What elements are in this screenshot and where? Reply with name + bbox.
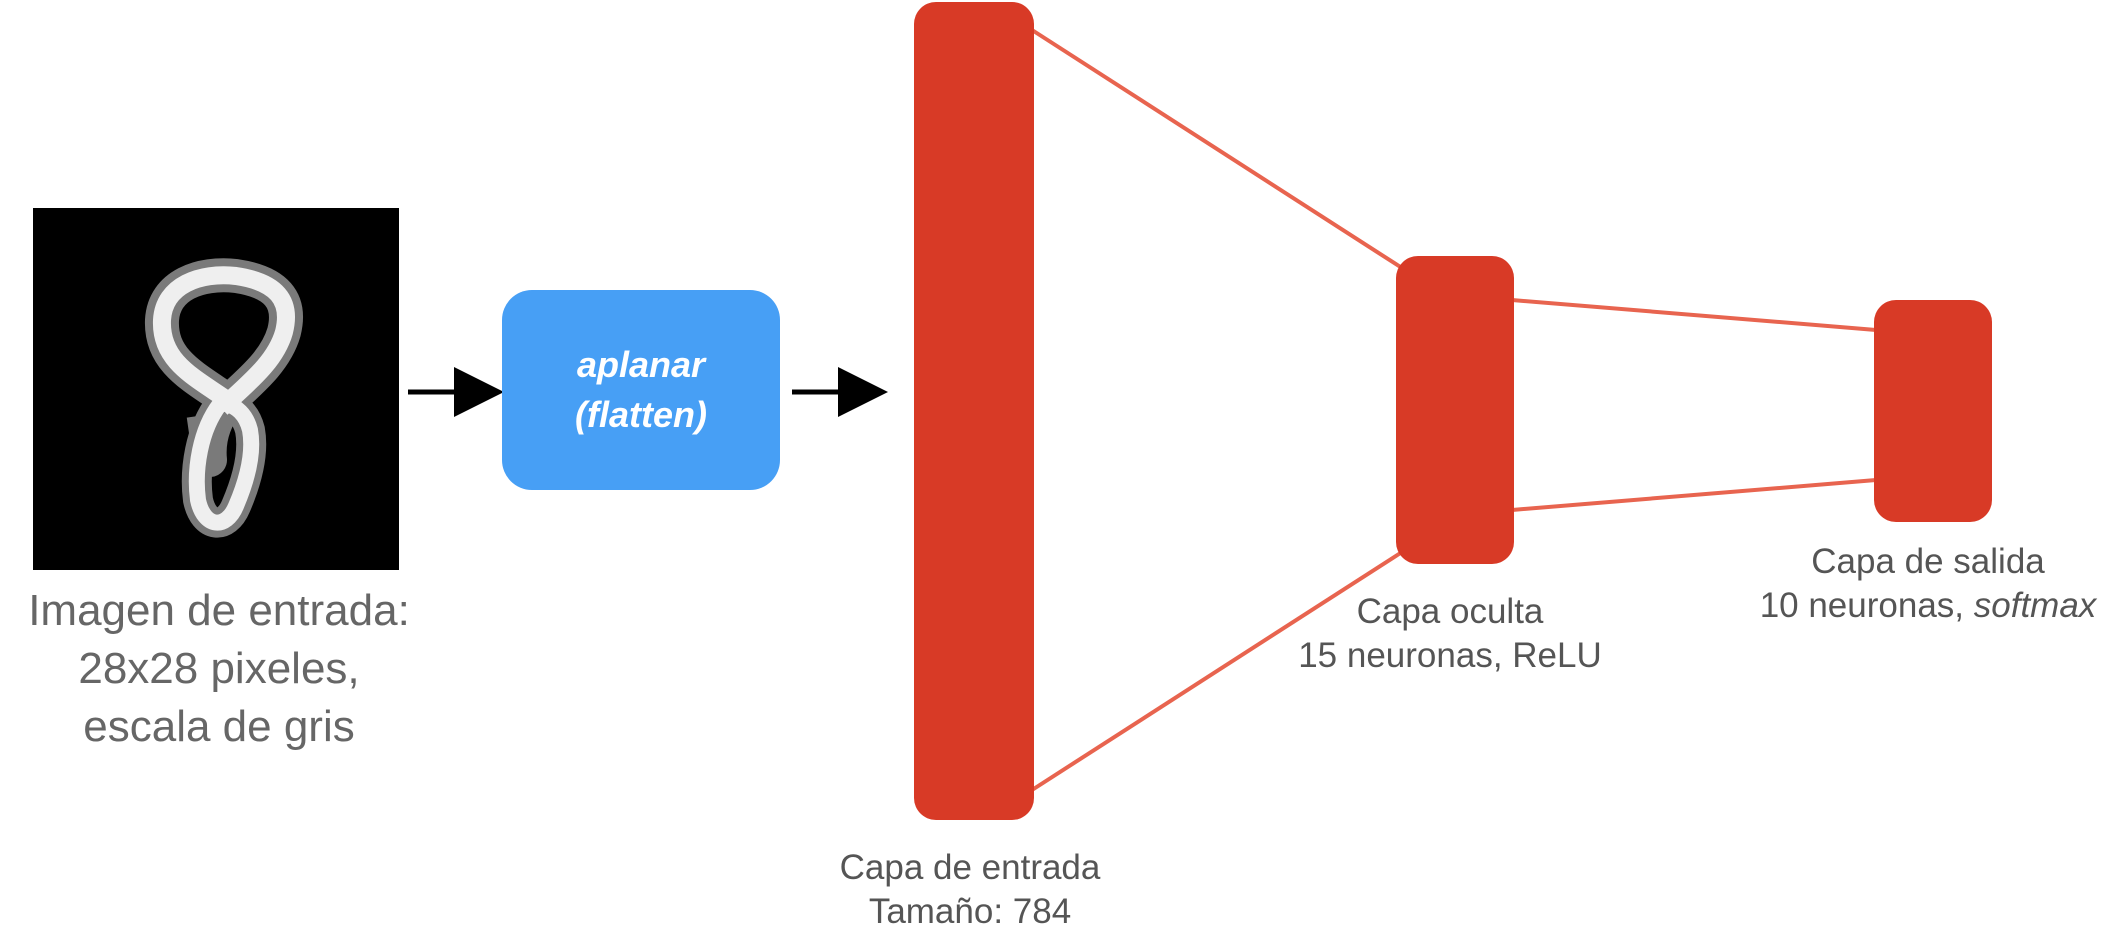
input-label-line-2: 28x28 pixeles, [78, 644, 360, 693]
hidden-layer-name: Capa oculta [1356, 592, 1544, 631]
output-layer-name: Capa de salida [1811, 542, 2045, 581]
output-layer-block [1874, 300, 1992, 522]
flatten-box: aplanar (flatten) [502, 290, 780, 490]
digit-8-strokes [145, 258, 303, 538]
output-layer-label: Capa de salida 10 neuronas, softmax [1740, 540, 2116, 628]
hidden-layer-label: Capa oculta 15 neuronas, ReLU [1270, 590, 1630, 678]
hidden-layer-detail: 15 neuronas, ReLU [1298, 636, 1602, 675]
layer-connectors [1030, 28, 1877, 792]
output-layer-activation: softmax [1973, 586, 2097, 625]
output-layer-detail: 10 neuronas, softmax [1740, 584, 2116, 628]
input-image-label: Imagen de entrada: 28x28 pixeles, escala… [0, 582, 438, 756]
connector-input-hidden-bottom [1030, 550, 1404, 792]
flatten-label-line1: aplanar [576, 344, 706, 385]
input-image [33, 208, 399, 570]
input-layer-label: Capa de entrada Tamaño: 784 [790, 846, 1150, 934]
connector-hidden-output-bottom [1511, 478, 1877, 512]
connector-hidden-output-top [1511, 298, 1877, 332]
input-layer-name: Capa de entrada [839, 848, 1101, 887]
input-layer-detail: Tamaño: 784 [868, 892, 1072, 931]
output-layer-detail-prefix: 10 neuronas, [1759, 586, 1974, 625]
connector-input-hidden-top [1030, 28, 1404, 270]
input-label-line-1: Imagen de entrada: [28, 586, 410, 635]
input-layer-block [914, 2, 1034, 820]
input-label-line-3: escala de gris [83, 702, 355, 751]
hidden-layer-block [1396, 256, 1514, 564]
flatten-label-line2: (flatten) [575, 394, 707, 435]
